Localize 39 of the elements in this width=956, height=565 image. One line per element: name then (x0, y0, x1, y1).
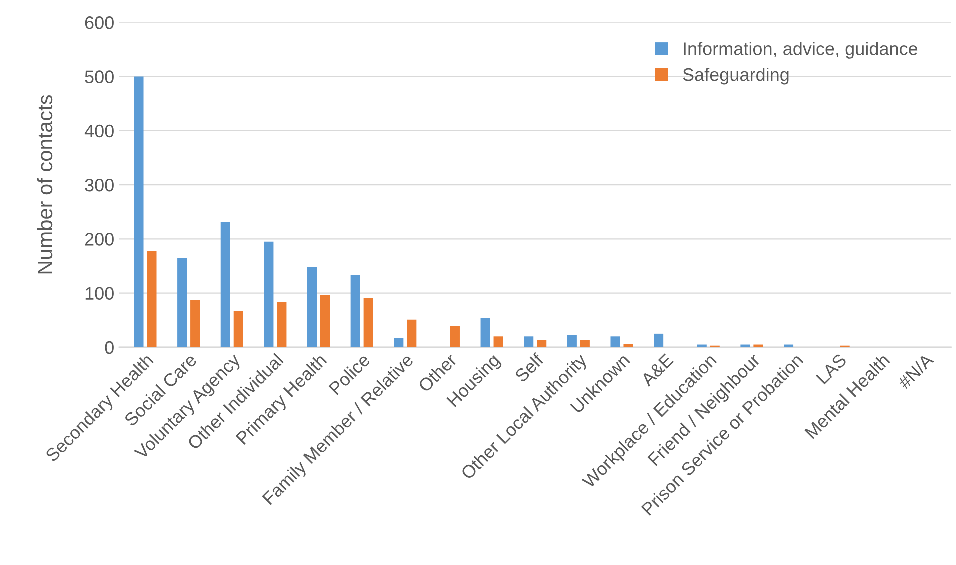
y-tick-label: 600 (85, 16, 114, 30)
bar (364, 298, 374, 348)
bar (178, 258, 188, 348)
y-tick-label: 0 (105, 341, 114, 354)
bar (277, 302, 287, 348)
y-tick-label: 400 (84, 124, 114, 138)
legend-label: Information, advice, guidance (684, 42, 918, 59)
bar (134, 76, 144, 348)
bar (264, 242, 274, 348)
bar (407, 320, 417, 348)
bar (567, 335, 577, 348)
bar (308, 267, 318, 348)
bar (624, 344, 634, 348)
y-tick-label: 500 (85, 70, 114, 84)
y-tick-label: 300 (85, 178, 114, 192)
x-tick-label: LAS (816, 353, 848, 385)
bar (220, 222, 230, 348)
bar (784, 344, 794, 348)
bar (537, 340, 547, 348)
bar (147, 251, 157, 348)
bar (580, 340, 590, 348)
bar (394, 338, 404, 348)
bar (234, 311, 244, 348)
bar (654, 334, 664, 348)
bar (450, 326, 460, 348)
bar (190, 300, 200, 348)
bar (697, 344, 707, 348)
bar (350, 275, 360, 348)
bar (610, 336, 620, 348)
bar (754, 344, 764, 348)
y-tick-label: 200 (85, 233, 114, 246)
y-axis-title: Number of contacts (37, 95, 53, 274)
bar (740, 344, 750, 348)
bar (320, 295, 330, 348)
bar (480, 318, 490, 348)
y-tick-label: 100 (86, 287, 114, 300)
bar (494, 336, 504, 348)
legend-label: Safeguarding (683, 68, 789, 85)
bar (524, 336, 534, 348)
